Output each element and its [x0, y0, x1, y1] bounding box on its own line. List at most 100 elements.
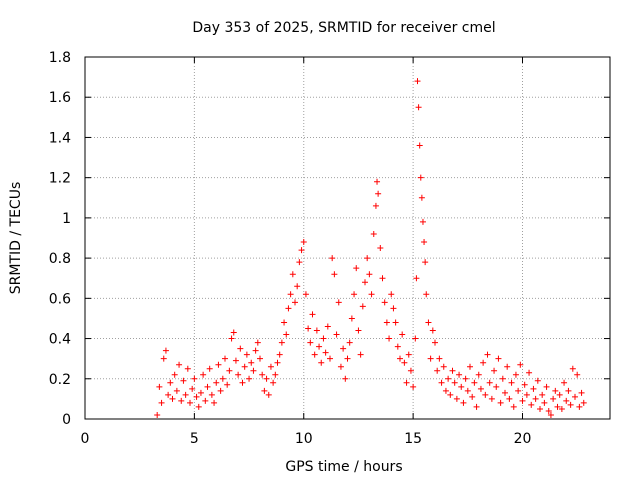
- data-point: [375, 190, 382, 197]
- data-point: [156, 383, 163, 390]
- data-point: [370, 230, 377, 237]
- data-point: [276, 351, 283, 358]
- data-point: [337, 363, 344, 370]
- data-point: [182, 391, 189, 398]
- data-point: [248, 359, 255, 366]
- data-point: [491, 367, 498, 374]
- data-point: [414, 78, 421, 85]
- data-point: [346, 339, 353, 346]
- data-point: [169, 395, 176, 402]
- data-point: [292, 299, 298, 306]
- data-point: [191, 375, 198, 382]
- data-point: [495, 355, 502, 362]
- data-point: [239, 379, 246, 386]
- x-tick-label: 20: [514, 431, 532, 447]
- data-point: [257, 355, 263, 362]
- data-point: [563, 397, 570, 404]
- data-point: [348, 315, 355, 322]
- data-point: [508, 379, 515, 386]
- data-point: [259, 371, 266, 378]
- data-point: [294, 283, 301, 290]
- data-point: [197, 389, 204, 396]
- x-tick-label: 0: [81, 431, 90, 447]
- data-point: [519, 397, 526, 404]
- data-point: [392, 319, 399, 326]
- data-point: [204, 383, 211, 390]
- data-point: [278, 339, 285, 346]
- data-point: [445, 375, 452, 382]
- data-point: [526, 369, 533, 376]
- data-point: [331, 271, 338, 278]
- data-point: [171, 371, 178, 378]
- data-point: [359, 303, 366, 310]
- data-point: [453, 395, 460, 402]
- data-point: [224, 381, 231, 388]
- data-point: [460, 399, 467, 406]
- data-point: [462, 375, 469, 382]
- data-point: [241, 363, 248, 370]
- data-point: [434, 367, 441, 374]
- data-point: [502, 389, 508, 396]
- data-point: [285, 305, 292, 312]
- data-point: [574, 371, 581, 378]
- data-point: [357, 351, 364, 358]
- data-point: [180, 377, 187, 384]
- data-point: [309, 311, 316, 318]
- data-point: [184, 365, 191, 372]
- data-point: [379, 275, 386, 282]
- data-point: [329, 255, 336, 262]
- data-point: [545, 407, 552, 414]
- data-point: [421, 239, 428, 246]
- y-tick-label: 1.6: [49, 90, 71, 106]
- data-point: [528, 401, 535, 408]
- data-point: [313, 327, 320, 334]
- data-point: [449, 367, 456, 374]
- y-tick-labels: 0 0.2 0.4 0.6 0.8 1 1.2 1.4 1.6 1.8: [49, 50, 71, 428]
- data-point: [417, 174, 424, 181]
- data-point: [561, 379, 568, 386]
- data-point: [464, 387, 471, 394]
- data-point: [217, 387, 224, 394]
- y-tick-label: 1.8: [49, 50, 71, 66]
- data-point: [195, 403, 202, 410]
- data-point: [442, 387, 449, 394]
- data-point: [298, 247, 305, 254]
- data-point: [458, 383, 465, 390]
- data-point: [475, 371, 482, 378]
- data-point: [515, 387, 522, 394]
- x-tick-label: 5: [190, 431, 199, 447]
- data-point: [351, 291, 358, 298]
- data-point: [541, 399, 548, 406]
- data-point: [237, 345, 244, 352]
- data-point: [488, 395, 495, 402]
- data-point: [366, 271, 373, 278]
- data-point: [322, 349, 329, 356]
- data-point: [162, 347, 169, 354]
- data-point: [335, 299, 342, 306]
- data-point: [252, 347, 259, 354]
- data-point: [386, 335, 393, 342]
- data-point: [412, 335, 419, 342]
- data-point: [300, 239, 307, 246]
- data-point: [486, 379, 493, 386]
- data-point: [274, 359, 281, 366]
- data-point: [202, 397, 209, 404]
- data-point: [469, 393, 476, 400]
- data-point: [523, 391, 530, 398]
- data-point: [565, 387, 572, 394]
- data-point: [550, 395, 557, 402]
- data-point: [193, 393, 200, 400]
- data-point: [517, 361, 524, 368]
- data-point: [467, 363, 473, 370]
- x-tick-labels: 0 5 10 15 20: [81, 431, 532, 447]
- data-point: [547, 411, 554, 418]
- data-point: [397, 355, 403, 362]
- data-point: [230, 329, 237, 336]
- data-point: [493, 383, 500, 390]
- data-point: [554, 403, 561, 410]
- data-point: [215, 361, 222, 368]
- data-point: [235, 371, 242, 378]
- data-point: [296, 259, 303, 266]
- data-point: [427, 355, 434, 362]
